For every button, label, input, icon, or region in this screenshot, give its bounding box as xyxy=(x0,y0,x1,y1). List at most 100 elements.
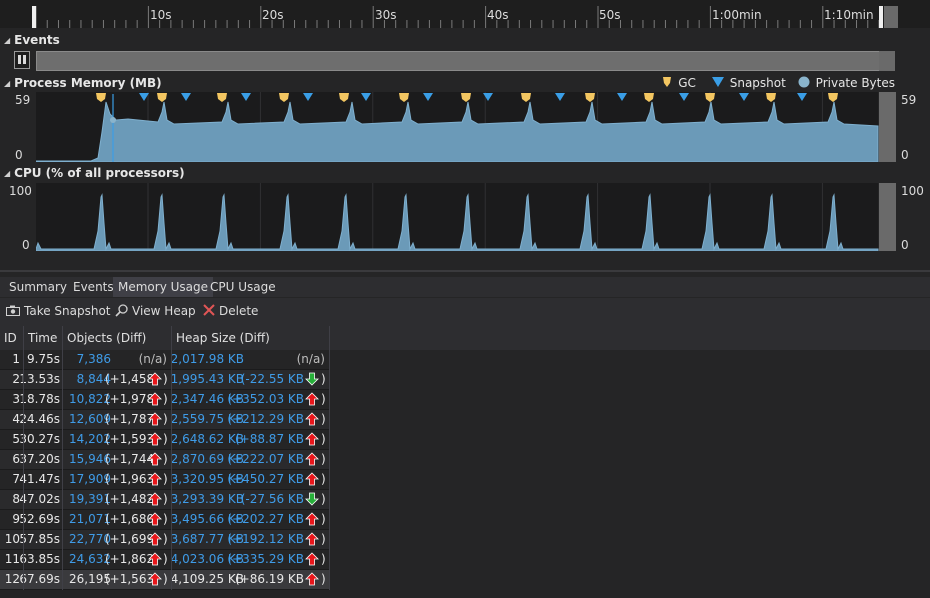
view-heap-label: View Heap xyxy=(132,304,196,318)
increase-arrow-icon xyxy=(305,572,319,586)
cell-heap-size: 2,347.46 KB xyxy=(170,392,244,406)
cell-objects-diff: (+1,563 xyxy=(105,572,155,586)
cell-heap-diff: (+352.03 KB xyxy=(227,392,304,406)
cell-objects: 15,946 xyxy=(69,452,111,466)
table-row[interactable]: 7 41.47s 17,909 (+1,963) 3,320.95 KB (+450.27… xyxy=(0,470,330,490)
table-row[interactable]: 8 47.02s 19,391 (+1,482) 3,293.39 KB (-27.56 … xyxy=(0,490,330,510)
collapse-triangle-icon[interactable]: ◢ xyxy=(4,169,11,178)
events-scroll-region xyxy=(879,51,895,71)
table-row[interactable]: 4 24.46s 12,609 (+1,787) 2,559.75 KB (+212.29… xyxy=(0,410,330,430)
header-objects[interactable]: Objects (Diff) xyxy=(67,331,147,345)
increase-arrow-icon xyxy=(305,472,319,486)
gc-icon xyxy=(663,77,672,87)
cell-objects-diff: (+1,963 xyxy=(105,472,155,486)
cell-id: 8 xyxy=(12,492,20,506)
cpu-section-header[interactable]: ◢ CPU (% of all processors) xyxy=(4,166,185,180)
memory-y-max-left: 59 xyxy=(15,93,31,107)
cell-objects-diff: (+1,458 xyxy=(105,372,155,386)
cell-time: 67.69s xyxy=(19,572,60,586)
header-time[interactable]: Time xyxy=(28,331,58,345)
cell-heap-diff: (+212.29 KB xyxy=(227,412,304,426)
paren-close: ) xyxy=(163,412,168,426)
cell-objects: 7,386 xyxy=(76,352,111,366)
cell-objects: 10,822 xyxy=(69,392,111,406)
table-row[interactable]: 6 37.20s 15,946 (+1,744) 2,870.69 KB (+222.07… xyxy=(0,450,330,470)
paren-close: ) xyxy=(163,552,168,566)
cell-heap-diff: (-22.55 KB xyxy=(240,372,304,386)
legend-snapshot: Snapshot xyxy=(729,76,786,90)
cpu-y-max-right: 100 xyxy=(901,184,924,198)
cell-id: 7 xyxy=(12,472,20,486)
table-row[interactable]: 1 9.75s 7,386 (n/a) 2,017.98 KB (n/a) xyxy=(0,350,330,370)
tab-cpu-usage[interactable]: CPU Usage xyxy=(210,280,276,294)
snapshot-marker-icon xyxy=(139,93,149,101)
cell-heap-size: 2,648.62 KB xyxy=(170,432,244,446)
table-row[interactable]: 2 13.53s 8,844 (+1,458) 1,995.43 KB (-22.55 K… xyxy=(0,370,330,390)
cell-heap-diff: (+335.29 KB xyxy=(227,552,304,566)
snapshot-marker-icon xyxy=(797,93,807,101)
cpu-graph[interactable] xyxy=(36,183,896,251)
events-track[interactable] xyxy=(36,51,880,71)
cell-id: 6 xyxy=(12,452,20,466)
cell-id: 9 xyxy=(12,512,20,526)
collapse-triangle-icon[interactable]: ◢ xyxy=(4,79,11,88)
increase-arrow-icon xyxy=(148,412,162,426)
view-heap-button[interactable]: View Heap xyxy=(115,304,196,318)
memory-section-header[interactable]: ◢ Process Memory (MB) xyxy=(4,76,162,90)
range-end-handle xyxy=(879,6,883,28)
memory-graph[interactable] xyxy=(36,92,896,162)
splitter[interactable] xyxy=(0,270,930,272)
take-snapshot-button[interactable]: Take Snapshot xyxy=(6,304,111,318)
cell-objects-diff: (+1,744 xyxy=(105,452,155,466)
collapse-triangle-icon[interactable]: ◢ xyxy=(4,36,11,45)
gc-marker-icon xyxy=(96,93,106,102)
increase-arrow-icon xyxy=(148,512,162,526)
header-heap-size[interactable]: Heap Size (Diff) xyxy=(176,331,270,345)
paren-close: ) xyxy=(163,372,168,386)
cell-heap-diff: (+202.27 KB xyxy=(227,512,304,526)
cell-heap-size: 3,293.39 KB xyxy=(170,492,244,506)
tab-memory-usage[interactable]: Memory Usage xyxy=(113,277,214,297)
tab-summary[interactable]: Summary xyxy=(9,280,67,294)
gc-marker-icon xyxy=(766,93,776,102)
snapshot-marker-icon xyxy=(361,93,371,101)
timeline-ruler[interactable]: 10s 20s 30s 40s 50s 1:00min 1:10min xyxy=(0,0,930,28)
delete-button[interactable]: Delete xyxy=(203,304,258,318)
gc-marker-icon xyxy=(399,93,409,102)
gc-marker-icon xyxy=(644,93,654,102)
private-bytes-marker xyxy=(110,117,116,123)
tab-events[interactable]: Events xyxy=(73,280,114,294)
cell-time: 30.27s xyxy=(19,432,60,446)
delete-icon xyxy=(203,304,215,316)
legend-private-bytes: Private Bytes xyxy=(815,76,895,90)
magnifier-icon xyxy=(115,304,128,317)
gc-marker-icon xyxy=(828,93,838,102)
cell-objects-diff: (+1,482 xyxy=(105,492,155,506)
table-row[interactable]: 10 57.85s 22,770 (+1,699) 3,687.77 KB (+192.1… xyxy=(0,530,330,550)
events-section-header[interactable]: ◢ Events xyxy=(4,33,60,47)
snapshot-marker-icon xyxy=(423,93,433,101)
cell-heap-diff: (+450.27 KB xyxy=(227,472,304,486)
table-row[interactable]: 9 52.69s 21,071 (+1,680) 3,495.66 KB (+202.27… xyxy=(0,510,330,530)
cell-id: 3 xyxy=(12,392,20,406)
paren-close: ) xyxy=(163,452,168,466)
table-row[interactable]: 12 67.69s 26,195 (+1,563) 4,109.25 KB (+86.19… xyxy=(0,570,330,590)
gc-marker-icon xyxy=(279,93,289,102)
cell-objects: 14,202 xyxy=(69,432,111,446)
ruler-label: 10s xyxy=(150,8,172,22)
camera-icon xyxy=(6,305,20,316)
table-row[interactable]: 11 63.85s 24,632 (+1,862) 4,023.06 KB (+335.2… xyxy=(0,550,330,570)
table-row[interactable]: 3 18.78s 10,822 (+1,978) 2,347.46 KB (+352.03… xyxy=(0,390,330,410)
pause-events-icon[interactable] xyxy=(14,51,30,69)
ruler-label: 1:00min xyxy=(712,8,762,22)
ruler-label: 40s xyxy=(487,8,509,22)
cell-objects-diff: (+1,593 xyxy=(105,432,155,446)
header-id[interactable]: ID xyxy=(4,331,17,345)
cell-id: 10 xyxy=(4,532,20,546)
snapshot-marker-icon xyxy=(617,93,627,101)
table-row[interactable]: 5 30.27s 14,202 (+1,593) 2,648.62 KB (+88.87 … xyxy=(0,430,330,450)
increase-arrow-icon xyxy=(305,432,319,446)
cell-heap-size: 1,995.43 KB xyxy=(170,372,244,386)
increase-arrow-icon xyxy=(148,392,162,406)
memory-title: Process Memory (MB) xyxy=(14,76,162,90)
